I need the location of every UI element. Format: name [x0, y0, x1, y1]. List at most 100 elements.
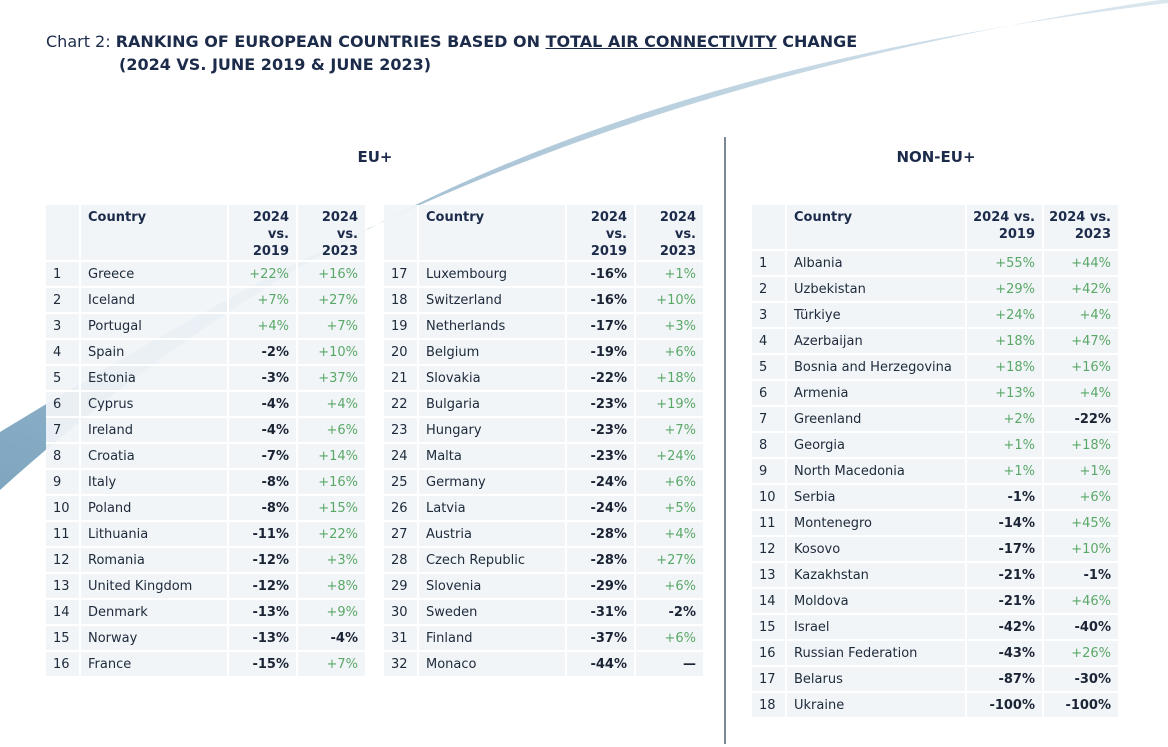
- vs-2023-header: 2024 vs. 2023: [636, 205, 705, 262]
- rank-cell: 20: [384, 340, 419, 366]
- vs-2019-cell: -11%: [229, 522, 298, 548]
- rank-cell: 11: [46, 522, 81, 548]
- country-header: Country: [81, 205, 229, 262]
- country-cell: Norway: [81, 626, 229, 652]
- vs-2019-cell: -16%: [567, 288, 636, 314]
- rank-header: [46, 205, 81, 262]
- vs-2019-cell: -19%: [567, 340, 636, 366]
- rank-cell: 5: [46, 366, 81, 392]
- rank-cell: 13: [46, 574, 81, 600]
- vs-2023-cell: +10%: [636, 288, 705, 314]
- table-row: 4 Spain -2% +10%: [46, 340, 367, 366]
- country-cell: Israel: [787, 615, 967, 641]
- chart-title: Chart 2: RANKING OF EUROPEAN COUNTRIES B…: [46, 30, 857, 76]
- vs-2023-cell: +24%: [636, 444, 705, 470]
- table-row: 17 Belarus -87% -30%: [752, 667, 1120, 693]
- country-cell: Greece: [81, 262, 229, 288]
- country-cell: Poland: [81, 496, 229, 522]
- vs-2019-cell: -28%: [567, 548, 636, 574]
- rank-header: [752, 205, 787, 251]
- rank-cell: 9: [752, 459, 787, 485]
- vs-2023-header: 2024 vs. 2023: [1044, 205, 1120, 251]
- vs-2023-cell: +37%: [298, 366, 367, 392]
- table-row: 11 Lithuania -11% +22%: [46, 522, 367, 548]
- rank-cell: 11: [752, 511, 787, 537]
- table-row: 1 Greece +22% +16%: [46, 262, 367, 288]
- vs-2023-cell: +4%: [1044, 303, 1120, 329]
- rank-cell: 31: [384, 626, 419, 652]
- vs-2019-cell: -3%: [229, 366, 298, 392]
- vs-2019-cell: -28%: [567, 522, 636, 548]
- table-row: 18 Ukraine -100% -100%: [752, 693, 1120, 719]
- table-row: 5 Estonia -3% +37%: [46, 366, 367, 392]
- eu-table-part-1: Country 2024 vs. 2019 2024 vs. 2023 1 Gre…: [46, 205, 367, 678]
- country-cell: Iceland: [81, 288, 229, 314]
- table-row: 20 Belgium -19% +6%: [384, 340, 705, 366]
- vs-2019-cell: -87%: [967, 667, 1044, 693]
- vs-2019-cell: -1%: [967, 485, 1044, 511]
- rank-cell: 15: [752, 615, 787, 641]
- section-heading-eu: EU+: [357, 148, 393, 166]
- table-row: 31 Finland -37% +6%: [384, 626, 705, 652]
- table-row: 4 Azerbaijan +18% +47%: [752, 329, 1120, 355]
- vs-2023-cell: +10%: [298, 340, 367, 366]
- vs-2023-cell: -4%: [298, 626, 367, 652]
- vs-2023-cell: +15%: [298, 496, 367, 522]
- table-row: 14 Denmark -13% +9%: [46, 600, 367, 626]
- vs-2023-cell: +27%: [298, 288, 367, 314]
- table-row: 26 Latvia -24% +5%: [384, 496, 705, 522]
- country-cell: Serbia: [787, 485, 967, 511]
- rank-cell: 32: [384, 652, 419, 678]
- vs-2019-cell: +22%: [229, 262, 298, 288]
- table-row: 19 Netherlands -17% +3%: [384, 314, 705, 340]
- vs-2023-cell: +46%: [1044, 589, 1120, 615]
- rank-cell: 2: [752, 277, 787, 303]
- vs-2019-cell: -12%: [229, 574, 298, 600]
- vs-2023-cell: +18%: [636, 366, 705, 392]
- country-cell: Malta: [419, 444, 567, 470]
- country-cell: United Kingdom: [81, 574, 229, 600]
- vs-2023-cell: +7%: [298, 652, 367, 678]
- vs-2019-cell: -4%: [229, 392, 298, 418]
- vs-2019-cell: -29%: [567, 574, 636, 600]
- vs-2019-cell: -22%: [567, 366, 636, 392]
- non-eu-table: Country 2024 vs. 2019 2024 vs. 2023 1 Alb…: [752, 205, 1120, 719]
- table-row: 16 France -15% +7%: [46, 652, 367, 678]
- vs-2023-cell: +42%: [1044, 277, 1120, 303]
- vs-2019-cell: -21%: [967, 589, 1044, 615]
- eu-table-part-2: Country 2024 vs. 2019 2024 vs. 2023 17 Lu…: [384, 205, 705, 678]
- vs-2023-cell: +6%: [636, 470, 705, 496]
- vs-2019-cell: -17%: [967, 537, 1044, 563]
- table-row: 13 Kazakhstan -21% -1%: [752, 563, 1120, 589]
- table-row: 17 Luxembourg -16% +1%: [384, 262, 705, 288]
- vs-2023-cell: +18%: [1044, 433, 1120, 459]
- vs-2023-cell: +4%: [636, 522, 705, 548]
- vs-2019-cell: -24%: [567, 496, 636, 522]
- vs-2023-cell: -40%: [1044, 615, 1120, 641]
- title-main: RANKING OF EUROPEAN COUNTRIES BASED ON T…: [116, 32, 857, 51]
- table-row: 6 Armenia +13% +4%: [752, 381, 1120, 407]
- country-cell: Netherlands: [419, 314, 567, 340]
- vs-2023-cell: +47%: [1044, 329, 1120, 355]
- vs-2023-cell: +6%: [1044, 485, 1120, 511]
- vs-2019-cell: +24%: [967, 303, 1044, 329]
- vs-2019-cell: -12%: [229, 548, 298, 574]
- table-row: 18 Switzerland -16% +10%: [384, 288, 705, 314]
- rank-cell: 10: [752, 485, 787, 511]
- vs-2023-cell: +7%: [636, 418, 705, 444]
- rank-cell: 18: [752, 693, 787, 719]
- table-row: 10 Serbia -1% +6%: [752, 485, 1120, 511]
- rank-cell: 13: [752, 563, 787, 589]
- vs-2023-cell: +16%: [298, 262, 367, 288]
- section-heading-non-eu: NON-EU+: [896, 148, 976, 166]
- country-cell: Romania: [81, 548, 229, 574]
- country-cell: Bulgaria: [419, 392, 567, 418]
- country-cell: Moldova: [787, 589, 967, 615]
- country-cell: Ukraine: [787, 693, 967, 719]
- country-cell: Kosovo: [787, 537, 967, 563]
- country-cell: Luxembourg: [419, 262, 567, 288]
- table-row: 21 Slovakia -22% +18%: [384, 366, 705, 392]
- country-cell: Sweden: [419, 600, 567, 626]
- country-cell: Uzbekistan: [787, 277, 967, 303]
- vs-2023-cell: +19%: [636, 392, 705, 418]
